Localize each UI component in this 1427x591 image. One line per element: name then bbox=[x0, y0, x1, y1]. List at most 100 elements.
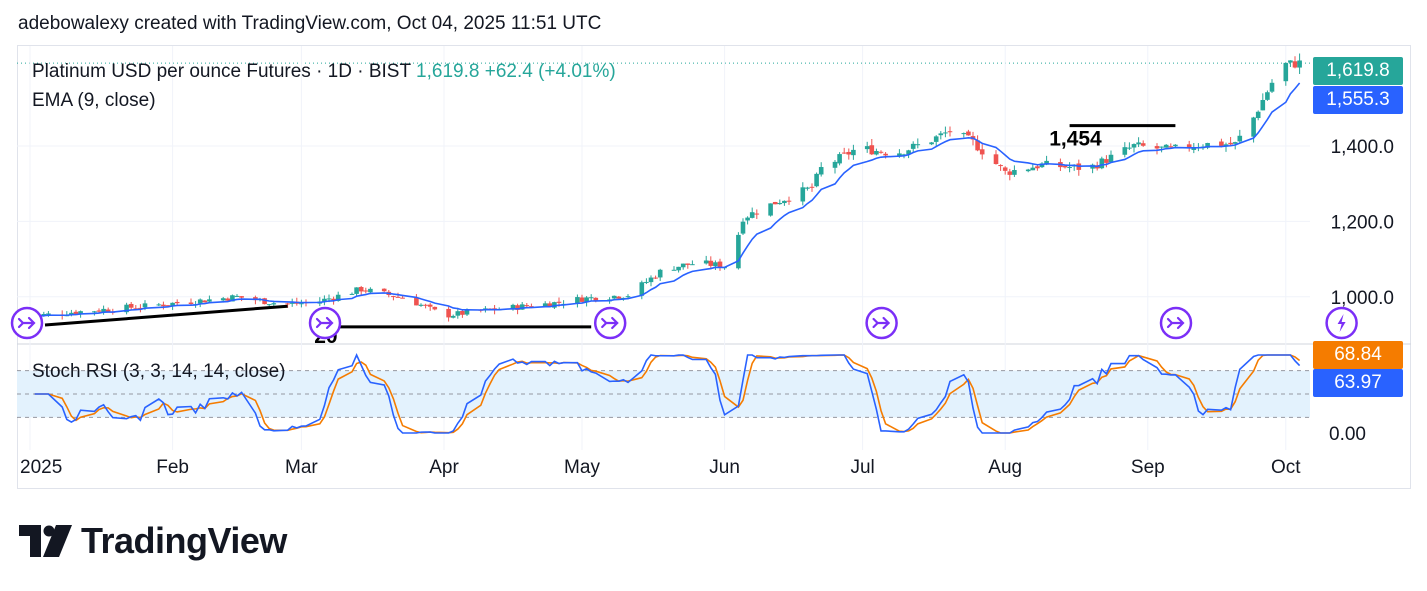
candle-body bbox=[966, 131, 971, 136]
candle-body bbox=[805, 187, 810, 189]
candle-body bbox=[156, 304, 162, 306]
candle-body bbox=[864, 146, 870, 150]
candle-body bbox=[657, 269, 663, 278]
ema-line bbox=[29, 82, 1301, 318]
candle-body bbox=[768, 203, 773, 216]
candle-body bbox=[993, 154, 999, 165]
time-tick-label: 2025 bbox=[20, 457, 62, 478]
brand-name: TradingView bbox=[81, 520, 287, 561]
candle-body bbox=[207, 299, 212, 302]
candle-body bbox=[809, 186, 815, 188]
candle-body bbox=[961, 133, 967, 135]
candle-body bbox=[1154, 146, 1160, 149]
candle-body bbox=[901, 154, 907, 156]
candle-body bbox=[1030, 167, 1036, 171]
candle-body bbox=[1260, 100, 1266, 111]
candle-body bbox=[46, 313, 51, 315]
candle-body bbox=[1205, 142, 1210, 148]
candle-body bbox=[1159, 146, 1164, 148]
candle-body bbox=[897, 153, 902, 157]
candle-body bbox=[101, 308, 106, 312]
candle-body bbox=[142, 303, 148, 308]
candle-body bbox=[354, 287, 359, 294]
chart-caption: adebowalexy created with TradingView.com… bbox=[18, 13, 602, 34]
ema-legend[interactable]: EMA (9, close) bbox=[32, 90, 156, 111]
candle-body bbox=[818, 167, 824, 175]
candle-body bbox=[998, 165, 1003, 167]
stoch-rsi-legend[interactable]: Stoch RSI (3, 3, 14, 14, close) bbox=[32, 361, 286, 382]
candle-body bbox=[671, 269, 677, 271]
candle-body bbox=[220, 298, 226, 301]
candle-body bbox=[1104, 159, 1109, 163]
candle-body bbox=[197, 299, 203, 304]
candle-body bbox=[358, 287, 364, 292]
candle-body bbox=[464, 309, 470, 315]
dividend-arrow-icon bbox=[315, 316, 334, 330]
candle-body bbox=[432, 306, 438, 310]
ema-price-tag: 1,555.3 bbox=[1313, 86, 1403, 114]
candle-body bbox=[1012, 170, 1017, 175]
candle-body bbox=[1232, 142, 1238, 144]
time-tick-label: Jul bbox=[850, 457, 874, 478]
time-tick-label: Sep bbox=[1131, 457, 1165, 478]
candle-body bbox=[519, 304, 525, 310]
chart-legend: Platinum USD per ounce Futures · 1D · BI… bbox=[32, 61, 616, 83]
candle-body bbox=[837, 154, 842, 164]
candle-body bbox=[883, 153, 888, 156]
candle-body bbox=[841, 152, 847, 154]
candle-body bbox=[653, 277, 658, 279]
candle-body bbox=[878, 151, 884, 153]
candle-body bbox=[975, 140, 980, 151]
candle-body bbox=[73, 311, 79, 314]
event-markers bbox=[10, 306, 1358, 340]
candle-body bbox=[455, 311, 461, 316]
candle-body bbox=[133, 308, 139, 310]
time-tick-label: Jun bbox=[709, 457, 740, 478]
candle-body bbox=[96, 310, 102, 312]
candle-body bbox=[648, 277, 654, 283]
candle-body bbox=[593, 297, 599, 301]
candle-body bbox=[391, 296, 396, 298]
candle-body bbox=[910, 143, 916, 149]
price-tick-label: 1,200.0 bbox=[1331, 212, 1394, 233]
candle-body bbox=[1131, 144, 1137, 148]
candle-body bbox=[289, 302, 295, 304]
candle-body bbox=[299, 303, 304, 305]
candle-body bbox=[335, 294, 341, 301]
candle-body bbox=[400, 297, 405, 299]
candle-body bbox=[814, 173, 819, 187]
candle-body bbox=[786, 200, 792, 202]
lightning-icon bbox=[1337, 314, 1346, 332]
candle-body bbox=[266, 304, 272, 306]
candle-body bbox=[418, 304, 424, 306]
candle-body bbox=[584, 297, 589, 303]
candle-body bbox=[915, 144, 921, 146]
candle-body bbox=[708, 260, 714, 266]
candle-body bbox=[676, 266, 681, 271]
candle-body bbox=[1099, 158, 1105, 169]
tradingview-logo[interactable]: TradingView bbox=[19, 520, 287, 562]
candle-body bbox=[1288, 60, 1293, 63]
candle-body bbox=[869, 145, 875, 155]
candle-body bbox=[625, 296, 631, 298]
candle-body bbox=[1173, 144, 1178, 147]
candle-body bbox=[938, 133, 944, 136]
candle-body bbox=[717, 261, 723, 268]
candle-body bbox=[933, 136, 939, 142]
candle-body bbox=[1251, 117, 1256, 137]
candle-body bbox=[680, 263, 686, 268]
candle-body bbox=[368, 288, 373, 293]
candle-body bbox=[639, 282, 645, 296]
candle-body bbox=[1255, 111, 1261, 119]
candle-body bbox=[1025, 169, 1031, 172]
dividend-arrow-icon bbox=[1166, 316, 1185, 330]
candle-body bbox=[230, 295, 235, 302]
candle-body bbox=[161, 304, 166, 307]
last-price-value: 1,619.8 bbox=[416, 61, 480, 82]
candle-body bbox=[575, 297, 580, 304]
candle-body bbox=[239, 296, 244, 298]
price-tick-label: 1,400.0 bbox=[1331, 137, 1394, 158]
candle-body bbox=[202, 300, 208, 303]
candle-body bbox=[1297, 60, 1302, 68]
